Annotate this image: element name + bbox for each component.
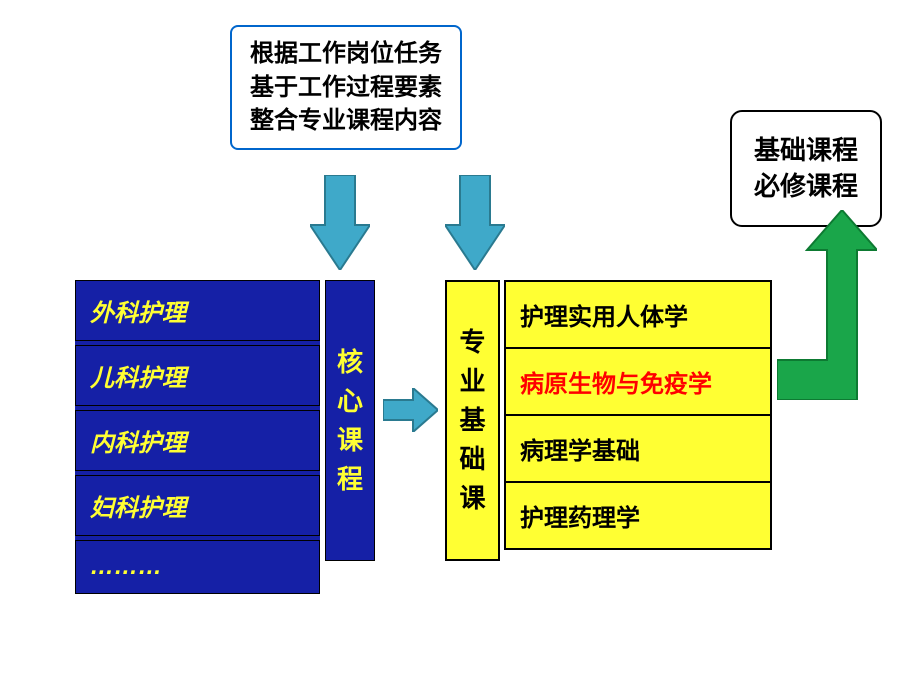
core-course-label: 核 心 课 程 bbox=[325, 280, 375, 561]
course-item: 外科护理 bbox=[75, 280, 320, 341]
foundation-line: 基础课程 bbox=[754, 132, 858, 168]
principle-line: 整合专业课程内容 bbox=[250, 104, 442, 138]
course-item: 妇科护理 bbox=[75, 475, 320, 536]
foundation-line: 必修课程 bbox=[754, 168, 858, 204]
basic-course-item: 护理实用人体学 bbox=[506, 282, 770, 349]
course-item: ……… bbox=[75, 540, 320, 594]
arrow-up-elbow-icon bbox=[777, 210, 877, 400]
top-principle-box: 根据工作岗位任务 基于工作过程要素 整合专业课程内容 bbox=[230, 25, 462, 150]
core-courses-stack: 外科护理 儿科护理 内科护理 妇科护理 ……… bbox=[75, 280, 320, 594]
basic-course-item: 病理学基础 bbox=[506, 416, 770, 483]
arrow-right-icon bbox=[383, 388, 438, 432]
basic-course-item: 护理药理学 bbox=[506, 483, 770, 548]
basic-course-item: 病原生物与免疫学 bbox=[506, 349, 770, 416]
principle-line: 根据工作岗位任务 bbox=[250, 37, 442, 71]
basic-course-label: 专 业 基 础 课 bbox=[445, 280, 500, 561]
course-item: 内科护理 bbox=[75, 410, 320, 471]
basic-courses-stack: 护理实用人体学 病原生物与免疫学 病理学基础 护理药理学 bbox=[504, 280, 772, 550]
arrow-down-icon bbox=[310, 175, 370, 270]
arrow-down-icon bbox=[445, 175, 505, 270]
course-item: 儿科护理 bbox=[75, 345, 320, 406]
principle-line: 基于工作过程要素 bbox=[250, 71, 442, 105]
